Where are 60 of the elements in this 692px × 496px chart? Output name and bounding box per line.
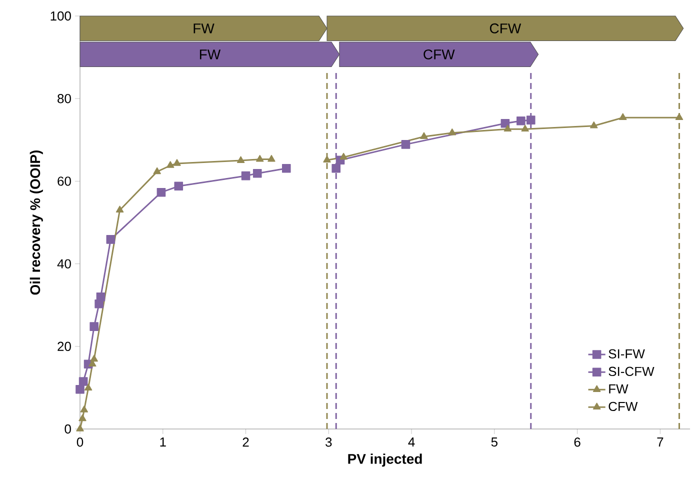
x-tick-label: 6 bbox=[574, 438, 580, 447]
legend-label: SI-CFW bbox=[608, 366, 654, 376]
legend-label: CFW bbox=[608, 402, 638, 412]
point bbox=[252, 168, 262, 178]
point bbox=[504, 124, 512, 132]
x-axis-title: PV injected bbox=[348, 454, 422, 467]
point bbox=[516, 116, 526, 126]
y-tick-label: 60 bbox=[58, 176, 71, 186]
y-tick-label: 100 bbox=[50, 11, 71, 21]
point bbox=[420, 132, 428, 139]
point bbox=[96, 292, 106, 302]
point bbox=[106, 235, 116, 244]
point bbox=[256, 154, 264, 162]
point bbox=[268, 154, 276, 162]
legend-label: SI-FW bbox=[608, 349, 645, 358]
band-label: FW bbox=[200, 50, 221, 60]
point bbox=[448, 128, 456, 136]
point bbox=[590, 121, 598, 128]
point bbox=[401, 140, 410, 149]
point bbox=[236, 156, 245, 163]
point bbox=[76, 384, 84, 394]
point bbox=[80, 406, 88, 412]
band-label: FW bbox=[194, 24, 214, 34]
y-tick-label: 0 bbox=[64, 424, 71, 434]
point bbox=[78, 377, 88, 386]
x-tick-label: 4 bbox=[408, 438, 415, 446]
point bbox=[332, 164, 341, 173]
y-tick-label: 40 bbox=[57, 259, 71, 268]
y-tick-label: 20 bbox=[58, 342, 71, 351]
point bbox=[619, 113, 627, 120]
point bbox=[323, 156, 331, 163]
point bbox=[76, 424, 84, 432]
point bbox=[174, 182, 184, 191]
point bbox=[241, 171, 250, 180]
point bbox=[84, 384, 92, 391]
point bbox=[500, 118, 510, 128]
point bbox=[153, 167, 161, 174]
x-tick-label: 3 bbox=[326, 438, 332, 447]
x-tick-label: 1 bbox=[160, 438, 166, 446]
point bbox=[521, 124, 529, 132]
x-tick-label: 7 bbox=[657, 438, 664, 446]
point bbox=[526, 116, 536, 124]
band-label: CFW bbox=[424, 49, 455, 60]
point bbox=[156, 188, 166, 197]
point bbox=[78, 414, 86, 422]
band-label: CFW bbox=[490, 23, 522, 34]
point bbox=[282, 164, 291, 173]
point bbox=[173, 159, 181, 166]
point bbox=[90, 354, 98, 362]
y-tick-label: 80 bbox=[58, 94, 71, 104]
point bbox=[116, 206, 124, 213]
point bbox=[90, 322, 98, 331]
x-tick-label: 5 bbox=[491, 438, 498, 447]
x-tick-label: 2 bbox=[242, 438, 249, 447]
point bbox=[166, 161, 174, 168]
point bbox=[675, 113, 684, 120]
legend-label: FW bbox=[609, 384, 628, 394]
point bbox=[340, 152, 348, 160]
x-tick-label: 0 bbox=[76, 438, 84, 447]
y-axis-title: Oil recovery % (OOIP) bbox=[30, 150, 43, 295]
